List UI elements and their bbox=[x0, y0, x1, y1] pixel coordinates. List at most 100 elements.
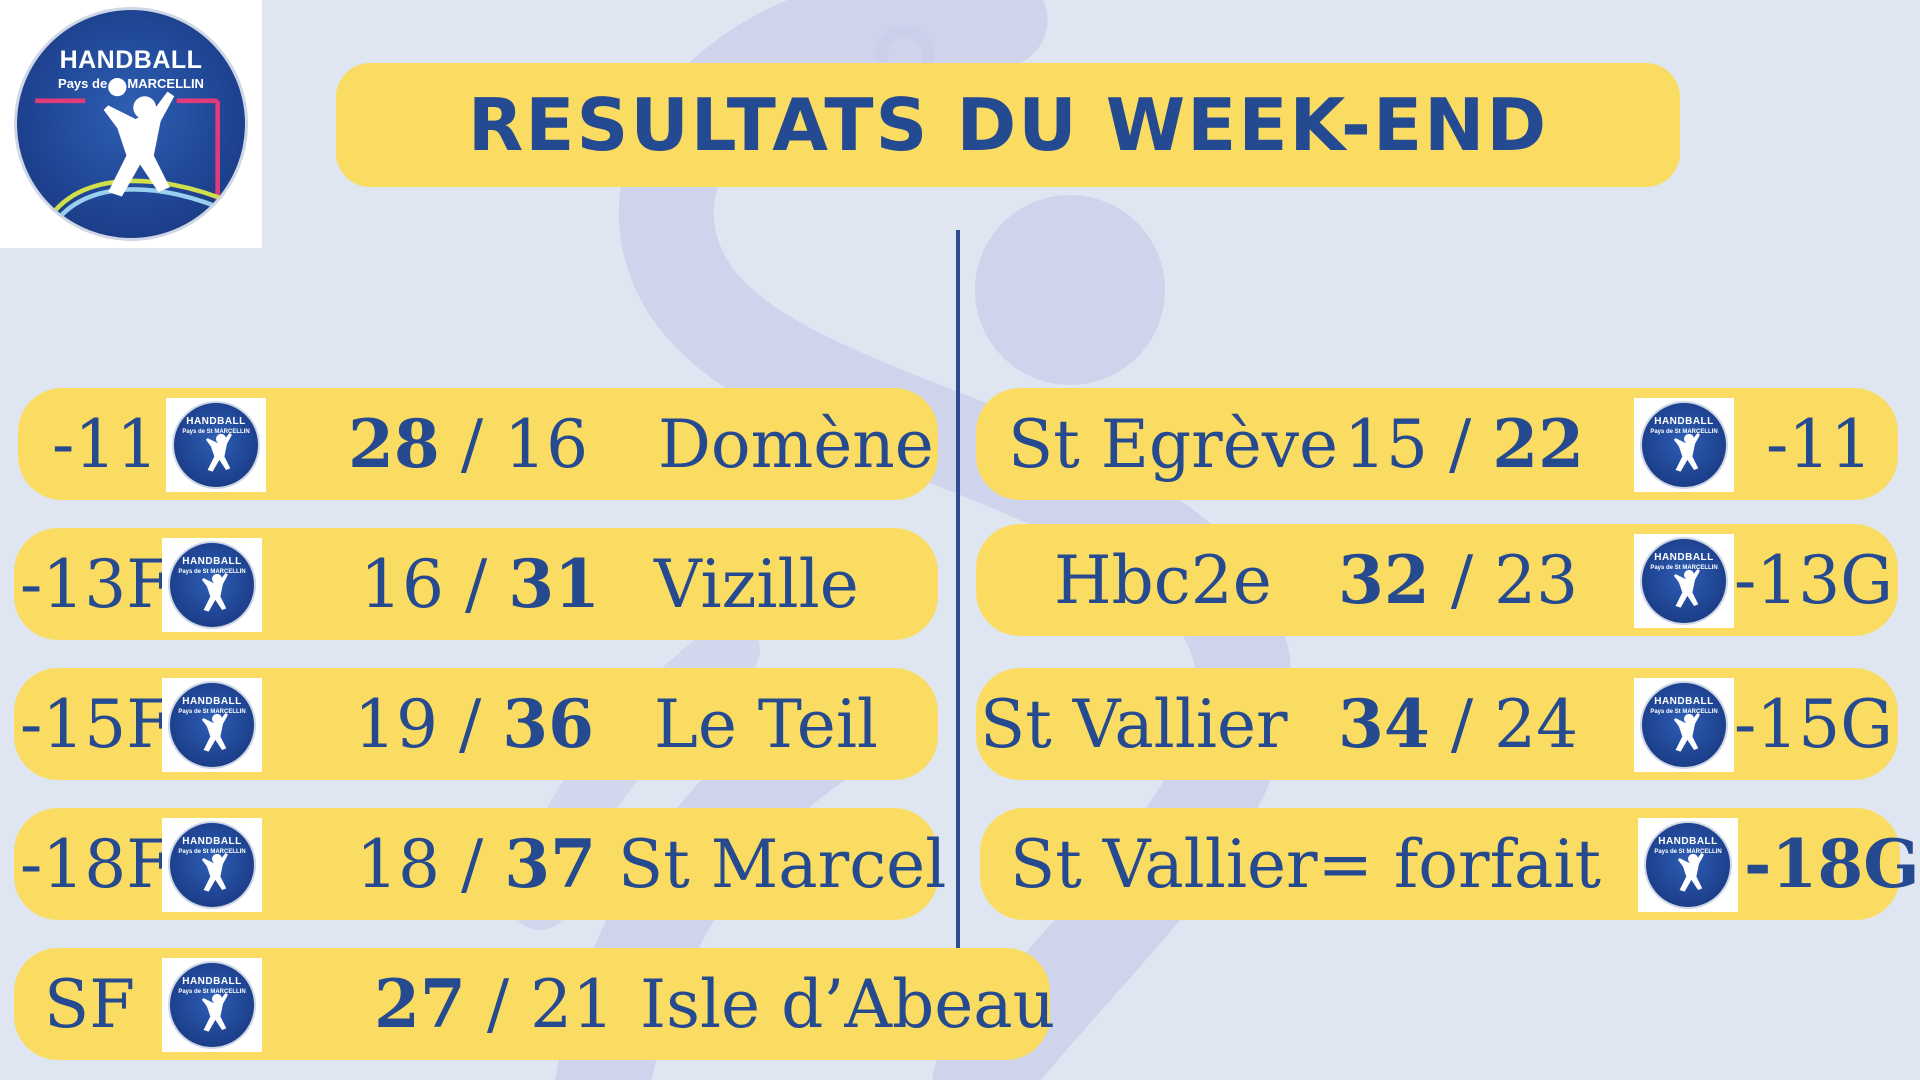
result-row: St Egrève 15 / 22 HANDBALL Pays de St MA… bbox=[976, 388, 1898, 500]
handball-player-icon bbox=[205, 433, 232, 472]
away-score: 23 bbox=[1494, 541, 1579, 619]
club-badge: HANDBALL Pays de St MARCELLIN bbox=[1644, 821, 1732, 909]
opponent-name: Hbc2e bbox=[1054, 541, 1272, 619]
logo-subtitle: Pays de St MARCELLIN bbox=[182, 429, 250, 435]
team-category: -18F bbox=[20, 825, 173, 903]
team-category: SF bbox=[44, 965, 136, 1043]
result-row: Hbc2e 32 / 23 HANDBALL Pays de St MARCEL… bbox=[976, 524, 1898, 636]
match-score: 18 / 37 bbox=[356, 808, 596, 920]
handball-player-icon bbox=[1673, 433, 1700, 472]
logo-subtitle: Pays de St MARCELLIN bbox=[178, 709, 246, 715]
logo-title: HANDBALL bbox=[59, 46, 203, 74]
handball-player-icon bbox=[1673, 713, 1700, 752]
result-row: St Vallier 34 / 24 HANDBALL Pays de St M… bbox=[976, 668, 1898, 780]
club-logo-small: HANDBALL Pays de St MARCELLIN bbox=[162, 678, 262, 772]
logo-title: HANDBALL bbox=[182, 976, 242, 987]
club-badge: HANDBALL Pays de St MARCELLIN bbox=[168, 821, 256, 909]
score-separator: / bbox=[1450, 685, 1474, 763]
club-badge: HANDBALL Pays de St MARCELLIN bbox=[172, 401, 260, 489]
home-score: 16 bbox=[360, 545, 444, 623]
match-score: 19 / 36 bbox=[354, 668, 594, 780]
opponent-name: St Marcel bbox=[618, 825, 947, 903]
logo-subtitle: Pays de St MARCELLIN bbox=[1650, 429, 1718, 435]
opponent-name: St Egrève bbox=[1008, 405, 1339, 483]
club-logo-small: HANDBALL Pays de St MARCELLIN bbox=[1634, 534, 1734, 628]
away-score: 21 bbox=[530, 965, 615, 1043]
home-score: 27 bbox=[374, 965, 466, 1043]
handball-player-icon bbox=[201, 993, 228, 1032]
column-divider bbox=[956, 230, 960, 948]
club-logo-small: HANDBALL Pays de St MARCELLIN bbox=[166, 398, 266, 492]
club-logo-small: HANDBALL Pays de St MARCELLIN bbox=[1638, 818, 1738, 912]
club-badge: HANDBALL Pays de St MARCELLIN bbox=[1640, 401, 1728, 489]
club-badge: HANDBALL Pays de St MARCELLIN bbox=[168, 961, 256, 1049]
club-badge: HANDBALL Pays de St MARCELLIN bbox=[1640, 681, 1728, 769]
match-score: 16 / 31 bbox=[360, 528, 600, 640]
team-category: -18G bbox=[1744, 825, 1920, 903]
team-category: -15G bbox=[1734, 685, 1894, 763]
logo-subtitle: Pays de St MARCELLIN bbox=[178, 849, 246, 855]
opponent-name: St Vallier bbox=[980, 685, 1288, 763]
result-row: St Vallier= forfait HANDBALL Pays de St … bbox=[980, 808, 1920, 920]
home-score: 32 bbox=[1338, 541, 1430, 619]
logo-subtitle: Pays de St MARCELLIN bbox=[1650, 709, 1718, 715]
opponent-name: Domène bbox=[658, 405, 934, 483]
score-separator: / bbox=[458, 685, 482, 763]
handball-player-icon bbox=[201, 573, 228, 612]
logo-subtitle: Pays de St MARCELLIN bbox=[178, 569, 246, 575]
home-score: 15 bbox=[1344, 405, 1428, 483]
home-score: 34 bbox=[1338, 685, 1430, 763]
match-score: 34 / 24 bbox=[1338, 668, 1578, 780]
score-separator: / bbox=[460, 825, 484, 903]
team-category: -11 bbox=[1766, 405, 1873, 483]
title-banner: RESULTATS DU WEEK-END bbox=[336, 63, 1680, 187]
logo-title: HANDBALL bbox=[1654, 696, 1714, 707]
match-score: 15 / 22 bbox=[1344, 388, 1584, 500]
club-logo-small: HANDBALL Pays de St MARCELLIN bbox=[162, 958, 262, 1052]
opponent-name: Isle d’Abeau bbox=[640, 965, 1056, 1043]
team-category: -13G bbox=[1734, 541, 1894, 619]
club-logo-small: HANDBALL Pays de St MARCELLIN bbox=[162, 818, 262, 912]
logo-subtitle: Pays de St MARCELLIN bbox=[1654, 849, 1722, 855]
logo-title: HANDBALL bbox=[182, 696, 242, 707]
match-score: 32 / 23 bbox=[1338, 524, 1578, 636]
team-category: -13F bbox=[20, 545, 173, 623]
handball-player-icon bbox=[1673, 569, 1700, 608]
club-badge: HANDBALL Pays de St MARCELLIN bbox=[1640, 537, 1728, 625]
handball-player-icon bbox=[35, 78, 237, 238]
opponent-name: Vizille bbox=[654, 545, 859, 623]
score-separator: / bbox=[1448, 405, 1472, 483]
logo-subtitle: Pays de St MARCELLIN bbox=[58, 76, 204, 91]
logo-title: HANDBALL bbox=[182, 836, 242, 847]
logo-title: HANDBALL bbox=[1654, 416, 1714, 427]
score-separator: / bbox=[486, 965, 510, 1043]
result-row: -13F HANDBALL Pays de St MARCELLIN 16 / … bbox=[14, 528, 938, 640]
away-score: 37 bbox=[504, 825, 597, 903]
result-row: -11 HANDBALL Pays de St MARCELLIN 28 / 1… bbox=[18, 388, 938, 500]
away-score: 24 bbox=[1494, 685, 1579, 763]
home-score: 18 bbox=[356, 825, 440, 903]
away-score: 16 bbox=[504, 405, 589, 483]
result-row: SF HANDBALL Pays de St MARCELLIN 27 / 21… bbox=[14, 948, 1055, 1060]
club-badge: HANDBALL Pays de St MARCELLIN bbox=[168, 541, 256, 629]
logo-title: HANDBALL bbox=[182, 556, 242, 567]
club-logo: HANDBALL Pays de St MARCELLIN bbox=[0, 0, 262, 248]
logo-subtitle: Pays de St MARCELLIN bbox=[1650, 565, 1718, 571]
away-score: 31 bbox=[508, 545, 601, 623]
handball-player-icon bbox=[201, 853, 228, 892]
home-score: 28 bbox=[348, 405, 440, 483]
score-separator: / bbox=[460, 405, 484, 483]
home-score: 19 bbox=[354, 685, 438, 763]
match-score: 27 / 21 bbox=[374, 948, 614, 1060]
club-logo-small: HANDBALL Pays de St MARCELLIN bbox=[1634, 398, 1734, 492]
logo-title: HANDBALL bbox=[1654, 552, 1714, 563]
result-row: -15F HANDBALL Pays de St MARCELLIN 19 / … bbox=[14, 668, 938, 780]
team-category: -15F bbox=[20, 685, 173, 763]
logo-subtitle: Pays de St MARCELLIN bbox=[178, 989, 246, 995]
score-separator: / bbox=[464, 545, 488, 623]
club-logo-small: HANDBALL Pays de St MARCELLIN bbox=[1634, 678, 1734, 772]
club-logo-small: HANDBALL Pays de St MARCELLIN bbox=[162, 538, 262, 632]
logo-title: HANDBALL bbox=[186, 416, 246, 427]
handball-player-icon bbox=[1677, 853, 1704, 892]
opponent-name: Le Teil bbox=[654, 685, 879, 763]
